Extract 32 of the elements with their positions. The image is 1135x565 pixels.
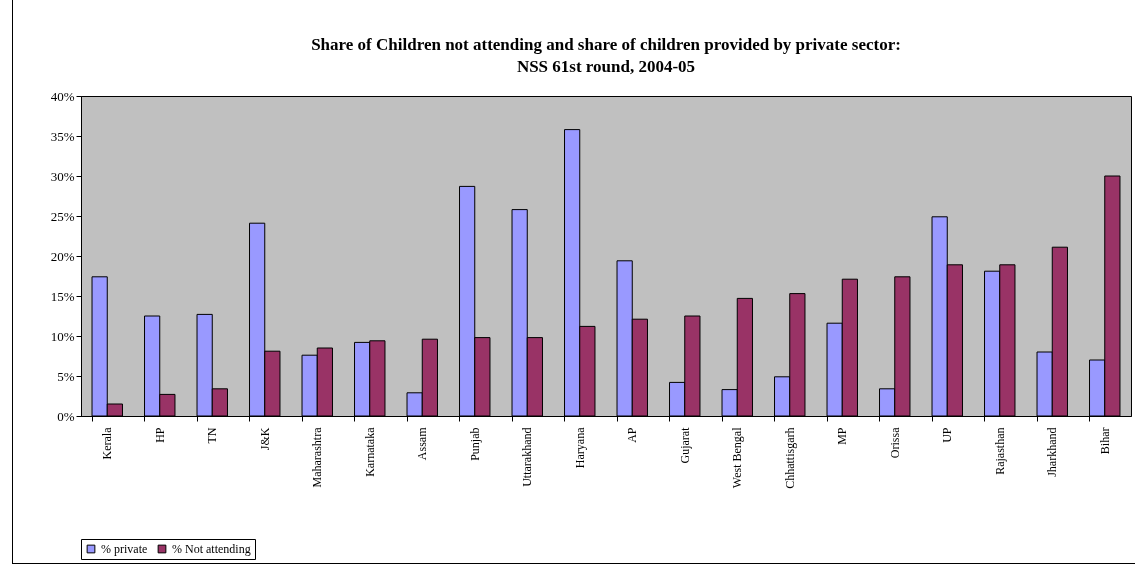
- x-tick-label: Maharashtra: [310, 426, 325, 488]
- x-tick-label: Chhattisgarh: [782, 427, 797, 489]
- x-tick-label: Kerala: [100, 426, 115, 460]
- x-tick-label: Bihar: [1097, 427, 1112, 455]
- y-tick-label: 25%: [50, 208, 75, 224]
- y-tick-label: 0%: [57, 408, 75, 424]
- y-tick-label: 40%: [50, 88, 75, 104]
- legend-label: % private: [101, 542, 148, 556]
- x-tick-label: Karnataka: [362, 426, 377, 477]
- legend-label: % Not attending: [172, 542, 251, 556]
- x-tick-label: Gujarat: [677, 426, 692, 464]
- x-tick-label: Uttarakhand: [520, 427, 535, 487]
- x-tick-label: Assam: [415, 426, 430, 461]
- x-tick-label: AP: [625, 427, 640, 443]
- x-tick-label: UP: [940, 427, 955, 443]
- x-tick-label: HP: [152, 427, 167, 443]
- x-tick-label: J&K: [257, 427, 272, 451]
- x-tick-label: Rajasthan: [992, 427, 1007, 475]
- y-tick-label: 20%: [50, 248, 75, 264]
- y-tick-label: 5%: [57, 368, 75, 384]
- x-tick-label: MP: [835, 427, 850, 445]
- x-tick-label: Haryana: [572, 426, 587, 469]
- x-tick-label: Orissa: [887, 426, 902, 459]
- x-tick-label: TN: [205, 427, 220, 444]
- y-tick-label: 15%: [50, 288, 75, 304]
- y-tick-label: 10%: [50, 328, 75, 344]
- y-tick-label: 35%: [50, 128, 75, 144]
- x-tick-label: Jharkhand: [1045, 427, 1060, 477]
- y-tick-label: 30%: [50, 168, 75, 184]
- x-tick-label: West Bengal: [730, 426, 745, 489]
- chart-title: Share of Children not attending and share of children provided by private sector: NSS 61st round, 2004-05: [311, 35, 901, 76]
- x-tick-label: Punjab: [467, 427, 482, 461]
